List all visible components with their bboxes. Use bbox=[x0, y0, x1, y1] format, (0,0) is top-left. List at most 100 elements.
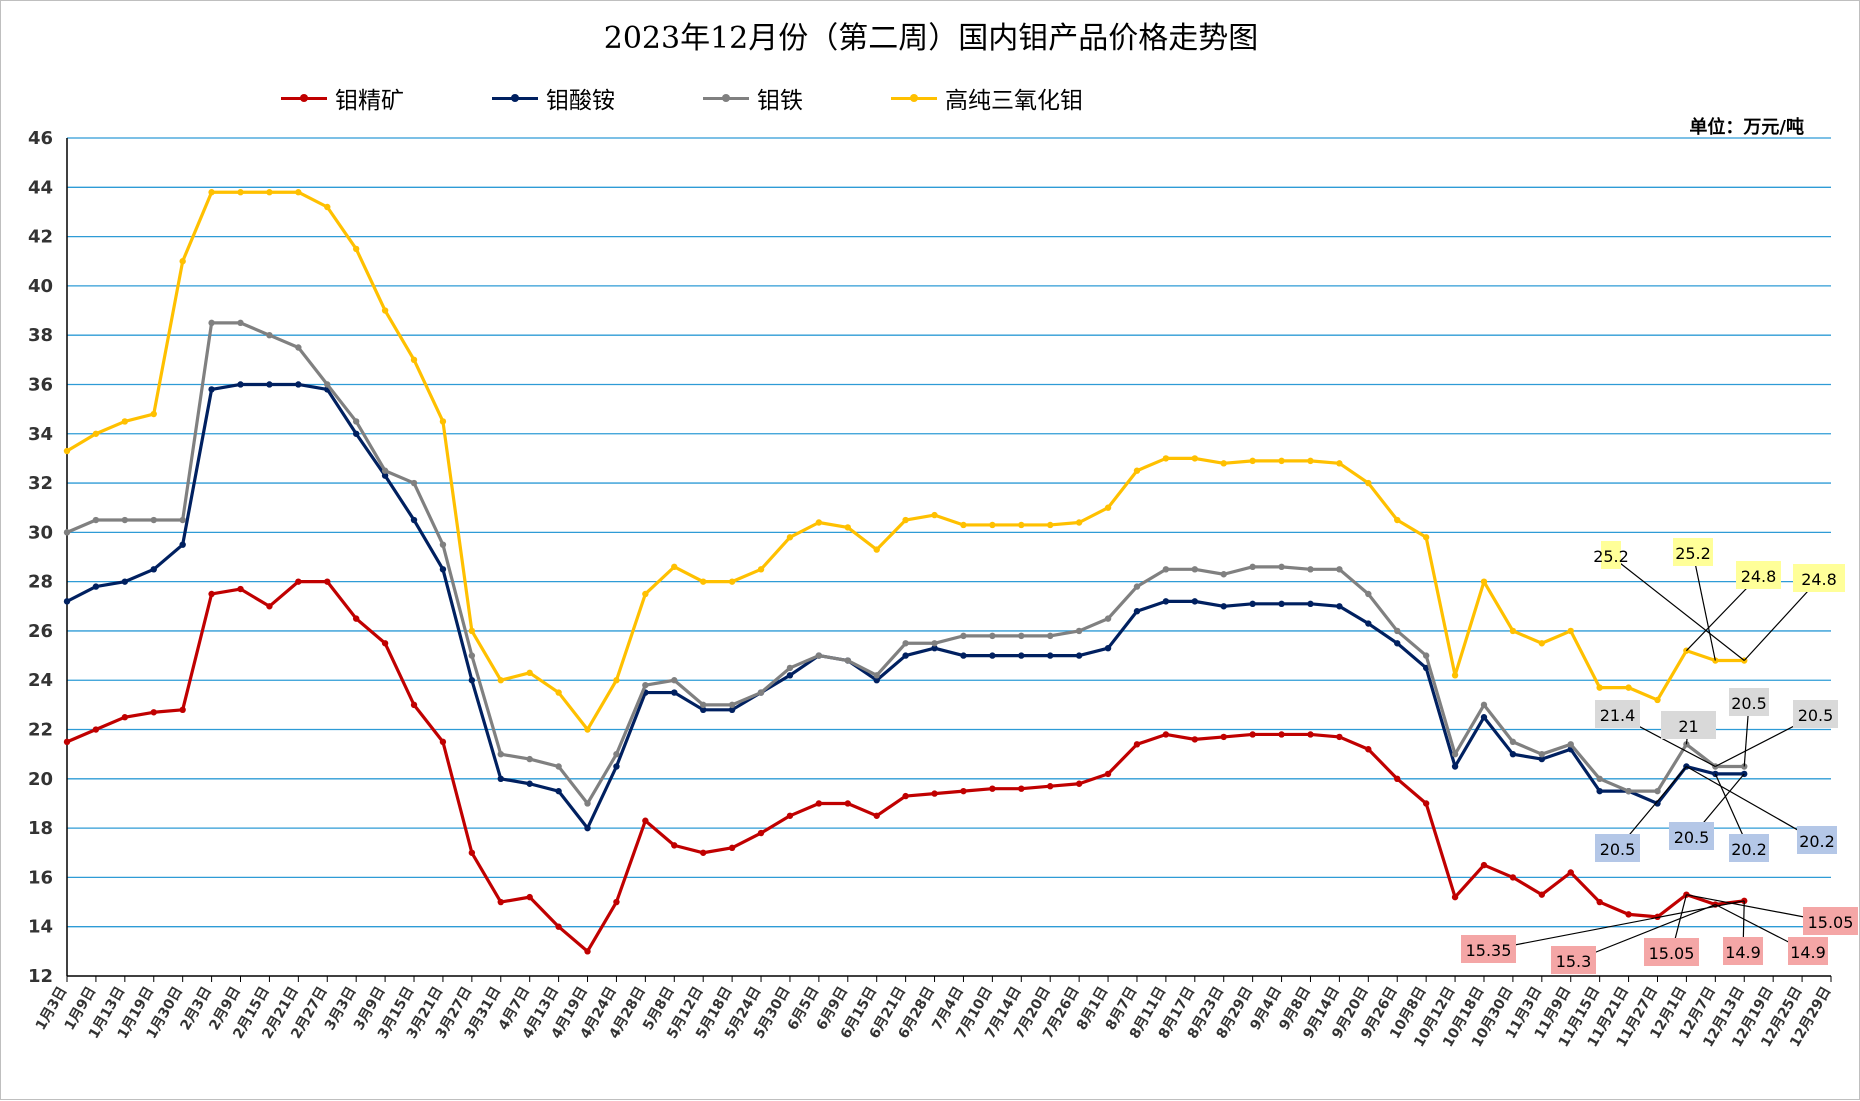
series-2-point-48 bbox=[1451, 750, 1459, 758]
legend-swatch-moly-concentrate bbox=[281, 91, 327, 105]
series-3-point-3 bbox=[150, 410, 157, 418]
series-3-point-23 bbox=[728, 578, 736, 585]
legend-item-ammonium-molybdate[interactable]: 钼酸铵 bbox=[492, 81, 615, 115]
series-1-point-43 bbox=[1307, 600, 1314, 608]
annotation-box-1 bbox=[1673, 538, 1713, 566]
series-0-point-52 bbox=[1567, 869, 1574, 876]
series-3-point-44 bbox=[1336, 460, 1343, 467]
annotation-label-7: 20.5 bbox=[1798, 706, 1834, 725]
series-2-point-6 bbox=[237, 319, 244, 327]
series-2-point-19 bbox=[613, 750, 620, 758]
annotation-label-14: 15.05 bbox=[1649, 944, 1695, 963]
series-0-point-28 bbox=[873, 812, 880, 819]
legend-item-ferromolybdenum[interactable]: 钼铁 bbox=[703, 81, 803, 115]
series-line-1 bbox=[66, 382, 1745, 830]
series-3-point-11 bbox=[381, 307, 389, 314]
series-2-point-18 bbox=[584, 800, 591, 807]
series-0-point-54 bbox=[1625, 911, 1632, 918]
series-3-point-55 bbox=[1654, 696, 1661, 704]
series-2-point-10 bbox=[352, 418, 360, 425]
series-1-point-14 bbox=[468, 677, 476, 684]
series-2-point-24 bbox=[757, 689, 765, 696]
series-3-point-30 bbox=[931, 511, 938, 519]
series-1-point-46 bbox=[1394, 640, 1401, 647]
series-1-point-10 bbox=[352, 430, 360, 437]
series-2-point-3 bbox=[150, 516, 157, 524]
annotation-box-6 bbox=[1729, 688, 1769, 716]
series-0-point-14 bbox=[468, 849, 476, 856]
y-tick-label-5: 22 bbox=[28, 720, 53, 741]
annotation-label-4: 21.4 bbox=[1600, 706, 1636, 725]
series-2-point-36 bbox=[1104, 615, 1112, 622]
series-0-point-30 bbox=[931, 790, 938, 797]
series-0-point-9 bbox=[324, 578, 331, 585]
series-1-point-51 bbox=[1538, 755, 1546, 763]
series-0-point-35 bbox=[1075, 780, 1083, 787]
series-1-point-45 bbox=[1365, 620, 1372, 627]
series-0-point-15 bbox=[497, 898, 504, 906]
series-3-point-43 bbox=[1307, 457, 1314, 465]
series-0-point-38 bbox=[1162, 731, 1170, 738]
annotation-box-4 bbox=[1595, 700, 1640, 728]
series-3-point-45 bbox=[1365, 479, 1372, 487]
y-tick-label-1: 14 bbox=[28, 917, 53, 938]
annotation-label-2: 24.8 bbox=[1741, 567, 1777, 586]
series-0-point-44 bbox=[1336, 733, 1343, 741]
series-0-point-42 bbox=[1278, 731, 1285, 738]
annotation-box-8 bbox=[1595, 834, 1640, 862]
series-2-point-37 bbox=[1133, 583, 1141, 590]
series-1-point-5 bbox=[208, 386, 215, 393]
series-1-point-39 bbox=[1191, 598, 1199, 605]
y-tick-label-6: 24 bbox=[28, 670, 53, 691]
series-3-point-9 bbox=[324, 203, 331, 211]
series-0-point-20 bbox=[642, 817, 649, 824]
series-1-point-3 bbox=[150, 566, 157, 573]
legend-item-moly-concentrate[interactable]: 钼精矿 bbox=[281, 81, 404, 115]
y-tick-label-13: 38 bbox=[28, 325, 53, 346]
series-1-point-25 bbox=[786, 672, 794, 679]
legend-label-moly-concentrate: 钼精矿 bbox=[335, 88, 404, 114]
series-3-point-42 bbox=[1278, 457, 1285, 465]
series-1-point-4 bbox=[179, 541, 186, 548]
series-3-point-39 bbox=[1191, 455, 1199, 462]
series-0-point-32 bbox=[989, 785, 996, 792]
annotation-label-9: 20.5 bbox=[1674, 828, 1710, 847]
annotation-box-9 bbox=[1669, 822, 1714, 850]
y-tick-label-17: 46 bbox=[28, 128, 53, 149]
series-2-point-39 bbox=[1191, 566, 1199, 573]
series-3-point-38 bbox=[1162, 455, 1170, 462]
series-3-point-54 bbox=[1625, 684, 1632, 691]
series-1-point-33 bbox=[1018, 652, 1025, 659]
series-3-point-34 bbox=[1047, 521, 1054, 529]
annotation-label-12: 15.35 bbox=[1466, 941, 1512, 960]
series-2-point-11 bbox=[381, 467, 389, 474]
series-2-point-47 bbox=[1422, 652, 1430, 659]
legend-item-moly-oxide[interactable]: 高纯三氧化钼 bbox=[891, 81, 1083, 115]
series-0-point-10 bbox=[352, 615, 360, 622]
series-3-point-21 bbox=[671, 563, 678, 571]
series-3-point-16 bbox=[526, 669, 533, 677]
annotation-box-0 bbox=[1601, 541, 1621, 569]
series-1-point-28 bbox=[873, 677, 880, 684]
series-2-point-23 bbox=[728, 701, 736, 709]
series-1-point-21 bbox=[671, 689, 678, 696]
series-1-point-44 bbox=[1336, 603, 1343, 610]
series-0-point-7 bbox=[266, 603, 273, 610]
series-0-point-34 bbox=[1047, 783, 1054, 790]
y-tick-label-3: 18 bbox=[28, 818, 53, 839]
y-tick-label-11: 34 bbox=[28, 424, 53, 445]
series-0-point-16 bbox=[526, 893, 533, 901]
annotation-leader-3 bbox=[1743, 578, 1820, 661]
series-3-point-28 bbox=[873, 546, 880, 553]
y-tick-label-7: 26 bbox=[28, 621, 53, 642]
series-2-point-31 bbox=[960, 632, 967, 640]
annotation-label-5: 21 bbox=[1678, 717, 1698, 736]
annotation-leader-0 bbox=[1610, 555, 1745, 661]
annotation-leader-1 bbox=[1692, 552, 1716, 661]
series-2-point-13 bbox=[439, 541, 447, 548]
y-tick-label-9: 30 bbox=[28, 522, 53, 543]
series-1-point-22 bbox=[699, 706, 707, 714]
series-1-point-38 bbox=[1162, 598, 1170, 605]
annotation-box-3 bbox=[1793, 564, 1845, 592]
